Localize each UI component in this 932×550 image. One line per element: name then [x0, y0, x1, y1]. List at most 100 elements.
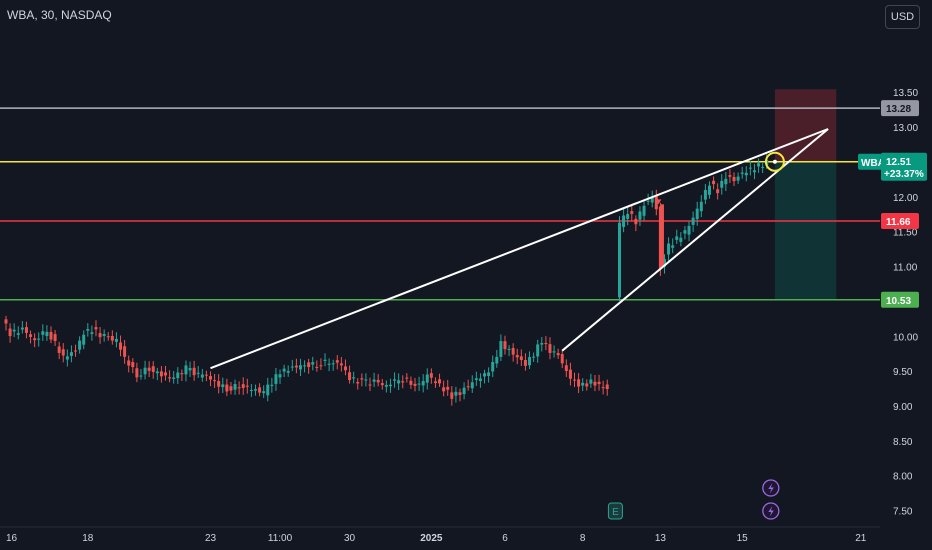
x-tick-label: 15 — [737, 533, 749, 544]
candle-body — [662, 259, 666, 267]
candle-body — [622, 215, 626, 227]
candle-body — [483, 373, 487, 377]
earnings-icon-label: E — [612, 507, 619, 518]
candle-body — [90, 332, 94, 335]
candle-body — [446, 386, 450, 390]
candle-body — [720, 180, 724, 188]
sell-marker-icon — [655, 199, 662, 205]
candle-body — [16, 333, 20, 335]
candle-body — [618, 222, 621, 298]
candle-body — [462, 387, 466, 395]
candle-body — [139, 375, 143, 377]
candle-body — [712, 180, 716, 185]
candle-body — [270, 384, 274, 386]
y-tick-label: 8.50 — [893, 437, 913, 448]
candle-body — [695, 208, 699, 220]
candle-body — [660, 204, 664, 268]
earnings-icon[interactable] — [607, 502, 623, 520]
candle-body — [147, 367, 151, 371]
candle-body — [307, 362, 311, 368]
candle-body — [573, 379, 577, 381]
candle-body — [728, 175, 732, 177]
candle-body — [8, 328, 12, 337]
candle-body — [568, 369, 572, 379]
current-change: +23.37% — [884, 169, 924, 180]
candle-body — [642, 205, 646, 216]
candle-body — [703, 189, 707, 200]
candle-body — [335, 360, 339, 363]
candle-body — [413, 383, 417, 386]
candle-body — [560, 354, 564, 364]
candle-body — [364, 379, 368, 381]
candle-body — [658, 206, 662, 270]
highlight-circle — [764, 151, 785, 172]
candle-body — [360, 378, 364, 380]
green-price-badge-bg — [881, 291, 919, 308]
candle-body — [552, 351, 556, 353]
candle-body — [172, 377, 176, 379]
trendline[interactable] — [210, 128, 829, 370]
y-tick-label: 11.50 — [893, 228, 918, 239]
highlight-center — [772, 159, 777, 164]
candle-body — [528, 357, 532, 366]
candle-body — [45, 331, 49, 337]
red-price-badge-bg — [881, 213, 919, 230]
candle-body — [716, 189, 720, 194]
candle-body — [495, 356, 499, 364]
candle-body — [532, 356, 536, 358]
candle-body — [348, 372, 352, 381]
x-tick-label: 23 — [205, 533, 217, 544]
candle-body — [4, 319, 8, 324]
candle-body — [581, 382, 585, 386]
candle-body — [41, 331, 45, 335]
red-price-badge: 11.66 — [886, 217, 911, 228]
candle-body — [323, 359, 327, 361]
candle-body — [687, 225, 691, 235]
candle-body — [679, 237, 683, 242]
candle-body — [164, 372, 168, 376]
candle-body — [593, 381, 597, 386]
y-tick-label: 13.50 — [893, 88, 918, 99]
x-tick-label: 18 — [82, 533, 94, 544]
candle-body — [331, 363, 335, 365]
candle-body — [168, 377, 172, 379]
candle-body — [229, 386, 233, 391]
candle-body — [548, 344, 552, 353]
candle-body — [249, 390, 253, 392]
candle-body — [372, 379, 376, 382]
candle-body — [761, 166, 765, 168]
candle-body — [356, 382, 360, 384]
currency-button[interactable]: USD — [885, 5, 920, 29]
candle-body — [511, 348, 515, 355]
candle-body — [78, 340, 82, 350]
candle-body — [556, 353, 560, 356]
candle-body — [143, 367, 147, 375]
candle-body — [752, 170, 756, 173]
candle-body — [110, 336, 114, 341]
candle-body — [24, 327, 28, 333]
candle-body — [131, 362, 135, 368]
candle-body — [298, 365, 302, 370]
x-tick-label: 8 — [580, 533, 586, 544]
candle-body — [233, 384, 237, 390]
candle-body — [184, 365, 188, 375]
candle-body — [12, 329, 16, 332]
current-price: 12.51 — [886, 157, 911, 168]
candle-body — [319, 365, 323, 367]
candle-body — [176, 372, 180, 379]
candle-body — [601, 387, 605, 389]
candle-body — [294, 365, 298, 368]
candle-body — [303, 365, 307, 367]
green-price-badge: 10.53 — [886, 296, 911, 307]
candle-body — [119, 342, 123, 350]
candle-body — [421, 381, 425, 386]
candle-body — [466, 386, 470, 388]
candle-body — [732, 176, 736, 182]
candle-body — [57, 346, 61, 353]
candle-body — [450, 392, 454, 399]
candle-body — [442, 387, 446, 392]
candle-body — [507, 348, 511, 350]
candle-body — [213, 380, 217, 382]
target-zone — [774, 161, 837, 300]
